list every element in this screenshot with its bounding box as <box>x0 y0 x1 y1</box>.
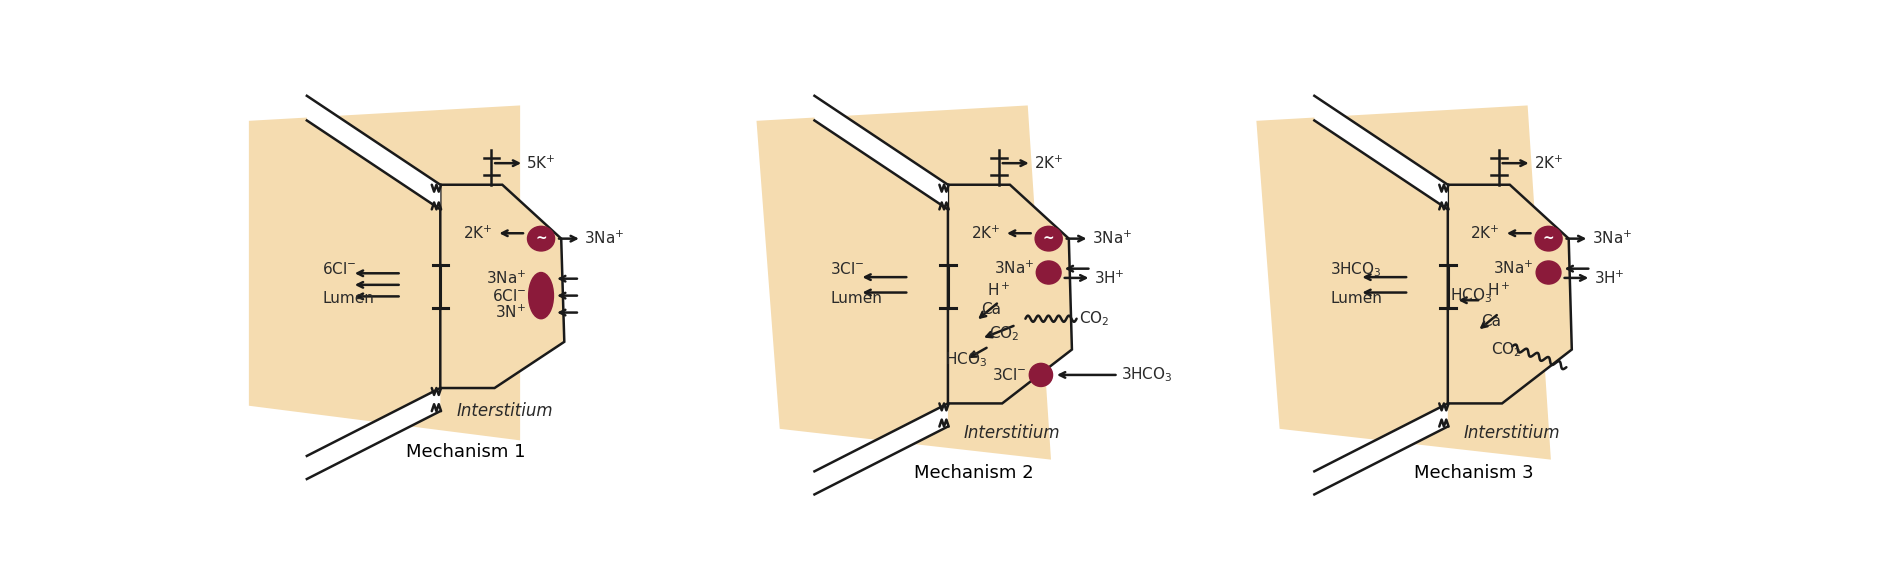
Text: 3Na$^{+}$: 3Na$^{+}$ <box>1494 260 1534 278</box>
Text: 2K$^{+}$: 2K$^{+}$ <box>463 224 493 242</box>
Text: Ca: Ca <box>981 302 1002 317</box>
Text: 2K$^{+}$: 2K$^{+}$ <box>1034 155 1063 172</box>
Ellipse shape <box>1029 364 1053 387</box>
Ellipse shape <box>528 226 554 251</box>
Text: 3N$^{+}$: 3N$^{+}$ <box>495 304 526 321</box>
Polygon shape <box>249 106 520 440</box>
Text: HCO$_3$: HCO$_3$ <box>945 350 987 369</box>
Text: 3Na$^{+}$: 3Na$^{+}$ <box>993 260 1034 278</box>
Ellipse shape <box>530 272 554 319</box>
Text: Mechanism 1: Mechanism 1 <box>406 443 526 461</box>
Text: 3Cl$^{−}$: 3Cl$^{−}$ <box>829 261 865 278</box>
Text: 2K$^{+}$: 2K$^{+}$ <box>970 224 1000 242</box>
Text: CO$_2$: CO$_2$ <box>1078 309 1108 328</box>
Ellipse shape <box>1034 226 1063 251</box>
Text: H$^+$: H$^+$ <box>987 282 1010 299</box>
Polygon shape <box>307 388 440 479</box>
Text: Mechanism 2: Mechanism 2 <box>913 464 1033 482</box>
Ellipse shape <box>1535 226 1562 251</box>
Text: ~: ~ <box>1543 231 1554 246</box>
Text: Lumen: Lumen <box>323 291 374 306</box>
Polygon shape <box>1313 403 1448 494</box>
Text: Lumen: Lumen <box>1330 291 1382 306</box>
Text: CO$_2$: CO$_2$ <box>1492 340 1522 359</box>
Polygon shape <box>1448 185 1572 403</box>
Text: 3Na$^{+}$: 3Na$^{+}$ <box>486 270 526 287</box>
Text: CO$_2$: CO$_2$ <box>989 325 1019 343</box>
Polygon shape <box>1313 96 1448 209</box>
Polygon shape <box>947 185 1072 403</box>
Text: Interstitium: Interstitium <box>964 424 1061 441</box>
Text: 5K$^{+}$: 5K$^{+}$ <box>526 155 556 172</box>
Text: 3HCO$_{3}$: 3HCO$_{3}$ <box>1330 260 1382 279</box>
Text: HCO$_3$: HCO$_3$ <box>1450 286 1492 305</box>
Text: 3Cl$^{−}$: 3Cl$^{−}$ <box>993 367 1027 383</box>
Polygon shape <box>757 106 1051 460</box>
Text: 6Cl$^{−}$: 6Cl$^{−}$ <box>323 261 357 278</box>
Text: Ca: Ca <box>1480 313 1501 328</box>
Text: 3Na$^{+}$: 3Na$^{+}$ <box>1592 230 1632 248</box>
Text: 6Cl$^{−}$: 6Cl$^{−}$ <box>492 287 526 304</box>
Text: 3Na$^{+}$: 3Na$^{+}$ <box>1091 230 1131 248</box>
Text: ~: ~ <box>1042 231 1055 246</box>
Text: ~: ~ <box>535 231 547 246</box>
Polygon shape <box>814 403 947 494</box>
Text: Mechanism 3: Mechanism 3 <box>1414 464 1534 482</box>
Text: 3H$^{+}$: 3H$^{+}$ <box>1594 269 1625 287</box>
Text: 3Na$^{+}$: 3Na$^{+}$ <box>585 230 624 248</box>
Text: Interstitium: Interstitium <box>456 402 552 420</box>
Ellipse shape <box>1535 261 1560 284</box>
Text: H$^+$: H$^+$ <box>1486 282 1511 299</box>
Polygon shape <box>814 96 947 209</box>
Text: 3H$^{+}$: 3H$^{+}$ <box>1093 269 1124 287</box>
Ellipse shape <box>1036 261 1061 284</box>
Text: 3HCO$_{3}$: 3HCO$_{3}$ <box>1120 366 1173 384</box>
Text: Interstitium: Interstitium <box>1463 424 1560 441</box>
Polygon shape <box>1256 106 1551 460</box>
Polygon shape <box>440 185 564 388</box>
Text: 2K$^{+}$: 2K$^{+}$ <box>1534 155 1564 172</box>
Text: Lumen: Lumen <box>829 291 883 306</box>
Text: 2K$^{+}$: 2K$^{+}$ <box>1471 224 1499 242</box>
Polygon shape <box>307 96 440 209</box>
